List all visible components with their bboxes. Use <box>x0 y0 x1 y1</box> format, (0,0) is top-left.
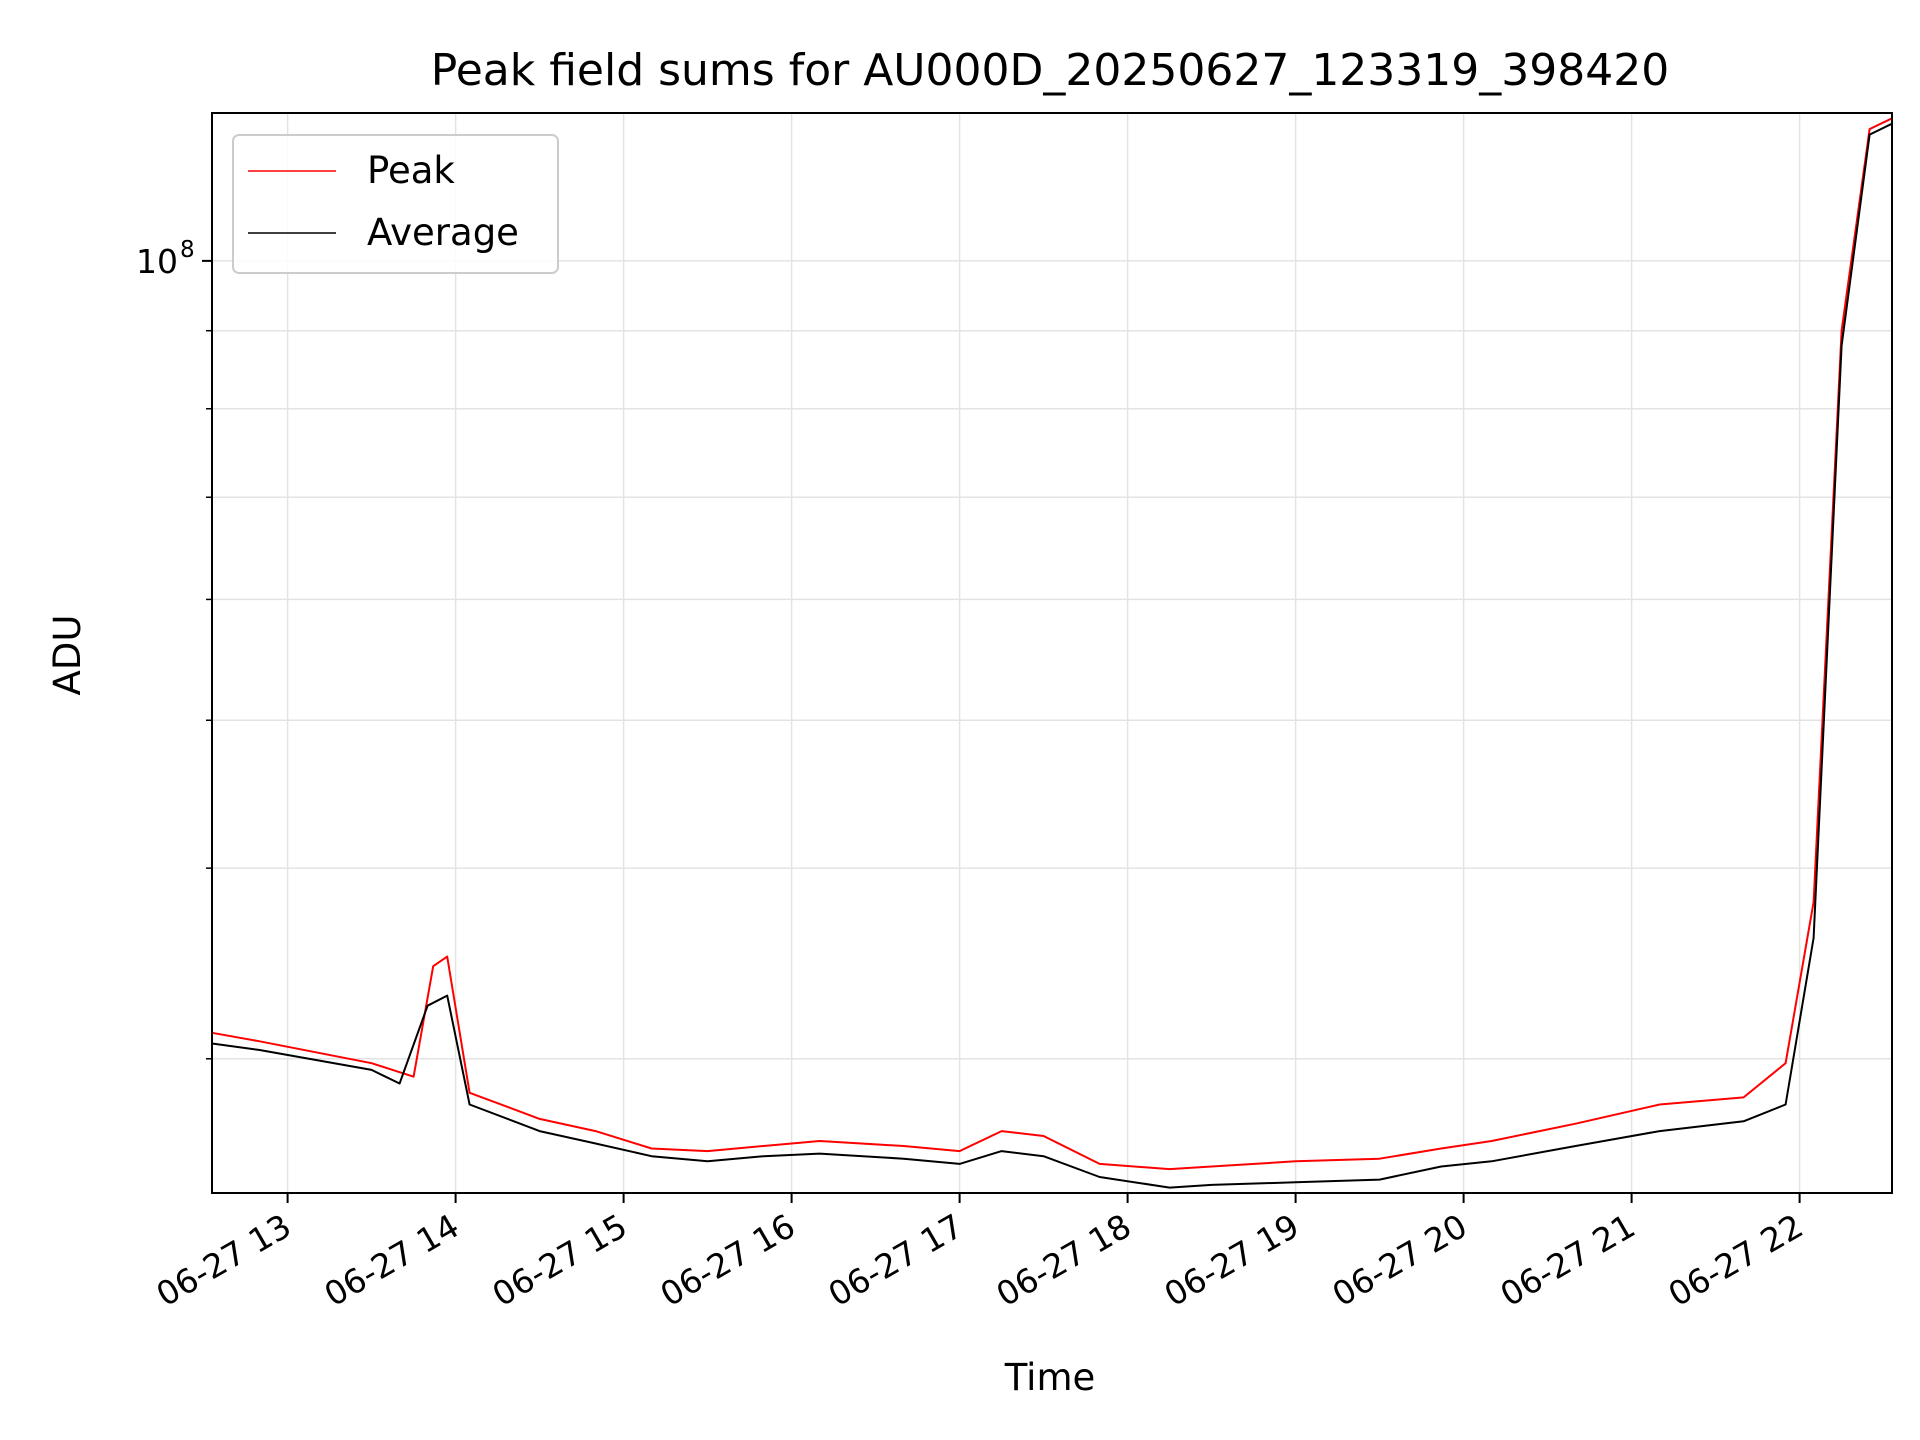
series-line-average <box>211 122 1893 1189</box>
y-tick-label-base: 10 <box>136 242 178 281</box>
legend-label-average: Average <box>367 211 519 254</box>
y-tick-label-exponent: 8 <box>180 237 195 263</box>
series-line-peak <box>211 117 1893 1171</box>
chart-title: Peak field sums for AU000D_20250627_1233… <box>431 45 1670 96</box>
plot-frame <box>211 112 1893 1194</box>
grid <box>212 113 1892 1193</box>
y-axis-ticks: 10 8 <box>136 237 212 1060</box>
legend: Peak Average <box>232 134 559 274</box>
legend-label-peak: Peak <box>367 149 455 192</box>
x-axis-label: Time <box>1004 1356 1096 1399</box>
legend-box <box>232 134 559 274</box>
y-axis-label: ADU <box>46 615 89 696</box>
series-layer <box>211 117 1893 1189</box>
